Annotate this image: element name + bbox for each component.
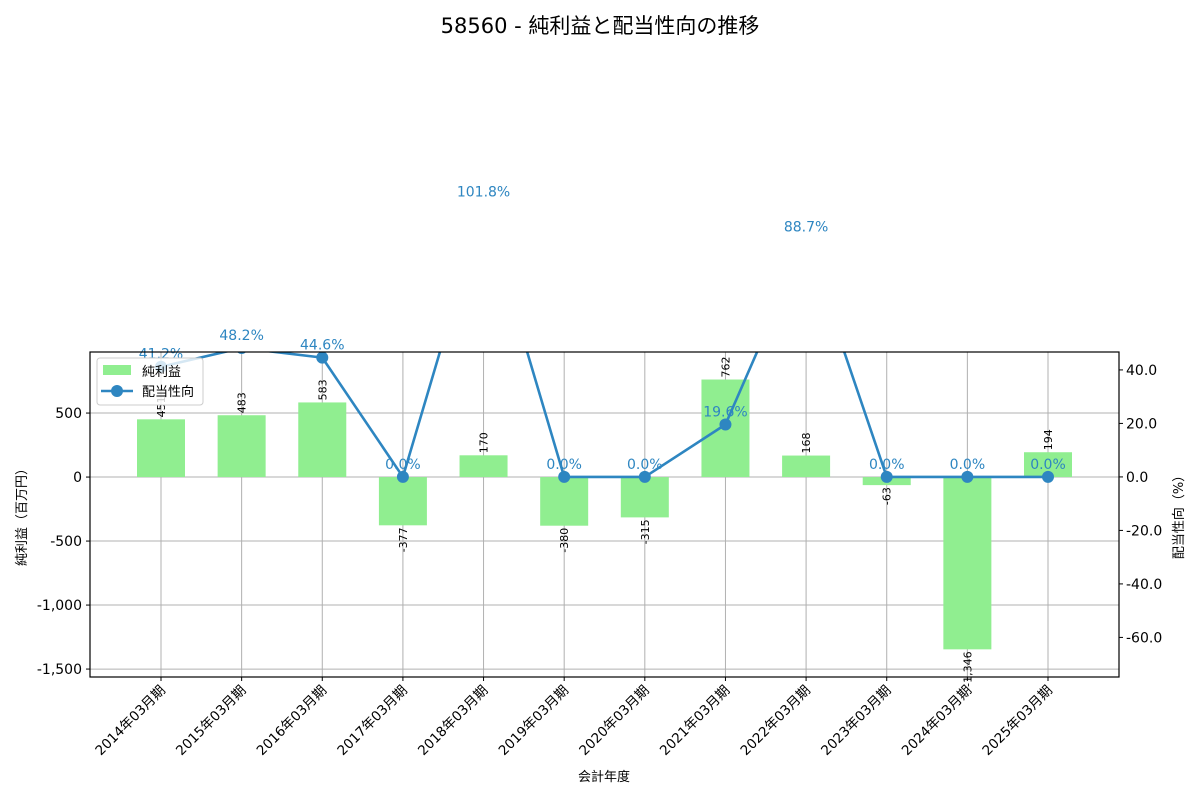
payout-ratio-label: 0.0% <box>869 457 905 473</box>
right-tick-label: 40.0 <box>1126 363 1157 379</box>
right-tick-label: 20.0 <box>1126 416 1157 432</box>
payout-ratio-marker <box>558 470 571 483</box>
bar <box>943 477 992 650</box>
legend-label-payout-ratio: 配当性向 <box>142 384 194 400</box>
bar <box>620 477 669 518</box>
x-axis-label: 会計年度 <box>578 769 630 785</box>
x-tick-label: 2014年03月期 <box>92 683 168 759</box>
right-tick-label: -20.0 <box>1126 523 1162 539</box>
bar-value-label: -380 <box>558 528 571 553</box>
payout-ratio-label: 0.0% <box>385 457 421 473</box>
chart-title: 58560 - 純利益と配当性向の推移 <box>441 14 760 38</box>
axes-frame <box>89 351 1120 678</box>
bar-value-label: -315 <box>639 519 652 544</box>
right-y-axis: 40.0 20.0 0.0 -20.0 -40.0 -60.0 <box>1119 363 1162 646</box>
plot-frame <box>89 351 1120 678</box>
right-tick-label: -40.0 <box>1126 577 1162 593</box>
x-tick-label: 2016年03月期 <box>254 683 330 759</box>
payout-ratio-label: 0.0% <box>546 457 582 473</box>
right-tick-label: 0.0 <box>1126 470 1148 486</box>
left-tick-label: 500 <box>55 406 82 422</box>
x-tick-label: 2021年03月期 <box>657 683 733 759</box>
x-tick-label: 2019年03月期 <box>496 683 572 759</box>
bar <box>459 455 508 478</box>
left-y-axis-label: 純利益（百万円） <box>15 462 30 566</box>
x-tick-label: 2020年03月期 <box>576 683 652 759</box>
payout-ratio-label: 101.8% <box>457 185 510 201</box>
x-axis: 2014年03月期 2015年03月期 2016年03月期 2017年03月期 2018… <box>92 677 1056 759</box>
bar-value-label: -377 <box>397 527 410 552</box>
payout-ratio-marker <box>1042 470 1054 483</box>
payout-ratio-marker <box>316 352 329 364</box>
left-tick-label: -500 <box>50 534 82 550</box>
bar-value-label: 762 <box>719 357 732 378</box>
bar <box>298 402 347 478</box>
x-tick-label: 2023年03月期 <box>818 683 894 759</box>
bar-value-label: 194 <box>1042 429 1055 450</box>
bar-value-label: -1,346 <box>961 651 974 686</box>
x-tick-label: 2018年03月期 <box>415 683 491 759</box>
left-tick-label: 0 <box>73 470 82 486</box>
bar <box>137 419 185 478</box>
bar-value-label: 483 <box>236 392 249 413</box>
line-value-labels: 41.2%48.2%44.6%0.0%101.8%0.0% 0.0%19.6%88… <box>139 185 1066 473</box>
payout-ratio-label: 48.2% <box>219 328 263 344</box>
left-tick-label: -1,000 <box>37 598 82 614</box>
bar-value-label: 170 <box>478 432 491 453</box>
bar-value-label: -63 <box>881 487 894 505</box>
x-tick-label: 2024年03月期 <box>899 683 975 759</box>
bar-value-label: 583 <box>316 379 329 400</box>
x-tick-label: 2017年03月期 <box>334 683 410 759</box>
payout-ratio-line <box>160 352 1048 479</box>
payout-ratio-marker <box>961 470 974 483</box>
payout-ratio-label: 0.0% <box>950 457 986 473</box>
bar <box>540 477 589 526</box>
left-y-axis: 500 0 -500 -1,000 -1,500 <box>37 406 90 678</box>
payout-ratio-label: 19.6% <box>703 404 747 420</box>
right-y-axis-label: 配当性向（%） <box>1171 469 1187 559</box>
payout-ratio-label: 88.7% <box>784 220 828 236</box>
payout-ratio-marker <box>638 470 651 483</box>
line-series-payout-ratio <box>155 352 1054 483</box>
x-tick-label: 2022年03月期 <box>738 683 814 759</box>
left-tick-label: -1,500 <box>37 662 82 678</box>
legend-label-net-income: 純利益 <box>142 365 181 380</box>
payout-ratio-label: 0.0% <box>627 457 663 473</box>
bar <box>782 455 831 478</box>
legend-marker-swatch <box>111 385 123 397</box>
bar <box>378 477 427 526</box>
legend-bar-swatch <box>103 365 131 375</box>
payout-ratio-marker <box>719 418 732 431</box>
right-tick-label: -60.0 <box>1126 630 1162 646</box>
payout-ratio-marker <box>396 470 409 483</box>
bar-value-label: 168 <box>800 433 813 454</box>
bar <box>217 415 266 478</box>
x-tick-label: 2015年03月期 <box>173 683 249 759</box>
payout-ratio-marker <box>880 470 893 483</box>
x-tick-label: 2025年03月期 <box>979 683 1055 759</box>
payout-ratio-label: 44.6% <box>300 338 344 354</box>
payout-ratio-label: 0.0% <box>1030 457 1066 473</box>
bar-series-net-income <box>137 379 1072 650</box>
